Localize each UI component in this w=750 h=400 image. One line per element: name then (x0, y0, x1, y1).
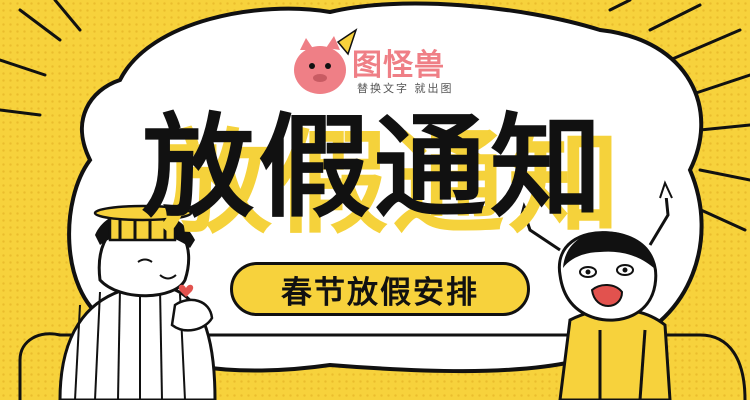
burst-lines-left (0, 0, 82, 117)
brand-logo-text: 图怪兽 (352, 48, 445, 83)
shouting-kid-illustration (519, 180, 673, 400)
burst-lines-right (608, 0, 750, 232)
brand-tagline: 替换文字 就出图 (357, 82, 454, 95)
headline-shadow: 放假通知 (160, 119, 624, 249)
subtitle-pill: 春节放假安排 (230, 262, 530, 316)
pig-mascot-icon (294, 28, 358, 94)
headline: 放假通知 (142, 103, 606, 233)
subtitle-text: 春节放假安排 (281, 274, 479, 311)
boy-character-illustration (58, 204, 217, 400)
bottom-frame (18, 332, 747, 400)
